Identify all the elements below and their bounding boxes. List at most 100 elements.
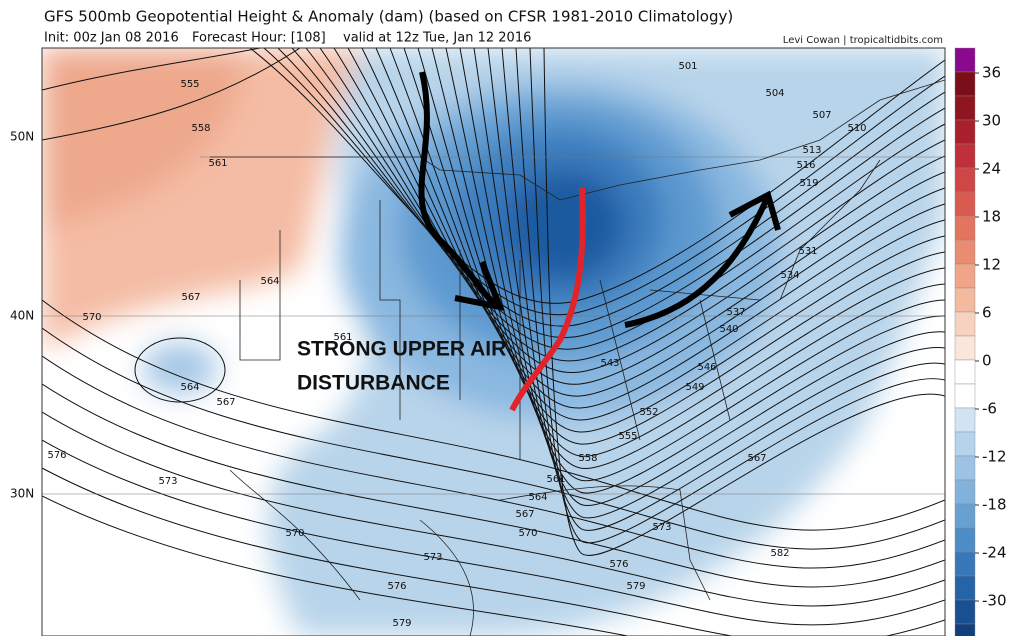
contour bbox=[375, 48, 945, 409]
contour bbox=[42, 411, 945, 607]
borders bbox=[42, 79, 945, 636]
contour bbox=[263, 48, 945, 315]
arrow-left bbox=[418, 71, 498, 308]
colorbar-block bbox=[954, 167, 976, 193]
trough-axis bbox=[509, 187, 586, 412]
colorbar-block bbox=[954, 527, 976, 553]
contour-label: 531 bbox=[798, 246, 817, 257]
contour bbox=[277, 48, 945, 327]
contour-label: 552 bbox=[639, 407, 658, 418]
latitude-label: 30N bbox=[10, 487, 34, 501]
colorbar-block bbox=[954, 431, 976, 457]
contour bbox=[42, 439, 945, 626]
contour-label: 567 bbox=[181, 292, 200, 303]
colorbar-block bbox=[954, 191, 976, 217]
contour bbox=[42, 299, 945, 531]
contour-label: 579 bbox=[392, 618, 411, 629]
colorbar-label: -6 bbox=[982, 400, 997, 418]
colorbar-block bbox=[954, 551, 976, 577]
contour-label: 564 bbox=[528, 492, 547, 503]
colorbar-label: 24 bbox=[982, 160, 1001, 178]
contour bbox=[501, 48, 945, 519]
contour-label: 504 bbox=[765, 88, 784, 99]
colorbar-block bbox=[954, 71, 976, 97]
contour-label: 570 bbox=[285, 528, 304, 539]
contour bbox=[543, 48, 945, 556]
contour bbox=[42, 48, 301, 141]
contour-label: 519 bbox=[799, 178, 818, 189]
colorbar-block bbox=[954, 143, 976, 169]
contour bbox=[305, 48, 945, 350]
colorbar-label: -24 bbox=[982, 544, 1007, 562]
contour bbox=[249, 48, 945, 304]
contour-label: 561 bbox=[546, 474, 565, 485]
contour bbox=[134, 337, 226, 403]
colorbar-block bbox=[954, 455, 976, 481]
contour-label: 564 bbox=[260, 276, 279, 287]
contour-label: 576 bbox=[387, 581, 406, 592]
colorbar-label: -18 bbox=[982, 496, 1007, 514]
contour-label: 537 bbox=[726, 307, 745, 318]
colorbar-label: 18 bbox=[982, 208, 1001, 226]
contour-label: 582 bbox=[770, 548, 789, 559]
height-contours bbox=[42, 48, 945, 636]
contour bbox=[403, 48, 945, 433]
valid-time: valid at 12z Tue, Jan 12 2016 bbox=[343, 31, 531, 46]
colorbar-block bbox=[954, 503, 976, 529]
colorbar-label: 12 bbox=[982, 256, 1001, 274]
contour bbox=[42, 355, 945, 569]
colorbar: 36 30 24 18 12 6 0 -6 -12 -18 -24 -30 bbox=[954, 47, 1007, 640]
contour-label: 564 bbox=[180, 382, 199, 393]
contour-label: 546 bbox=[697, 362, 716, 373]
contour bbox=[445, 48, 945, 469]
colorbar-block bbox=[954, 623, 976, 640]
annotation-line1: STRONG UPPER AIR bbox=[297, 338, 506, 361]
contour bbox=[42, 327, 945, 550]
contour bbox=[319, 48, 945, 362]
colorbar-label: 36 bbox=[982, 64, 1001, 82]
contour bbox=[42, 383, 945, 588]
title: GFS 500mb Geopotential Height & Anomaly … bbox=[44, 8, 733, 26]
contour bbox=[42, 467, 945, 636]
latitude-label: 40N bbox=[10, 309, 34, 323]
map-area: STRONG UPPER AIR DISTURBANCE bbox=[42, 48, 945, 636]
colorbar-block bbox=[954, 263, 976, 289]
contour bbox=[473, 48, 945, 494]
contour-label: 534 bbox=[780, 270, 799, 281]
contour-label: 513 bbox=[802, 145, 821, 156]
colorbar-block bbox=[954, 335, 976, 361]
colorbar-label: 30 bbox=[982, 112, 1001, 130]
contour-label: 573 bbox=[423, 552, 442, 563]
contour bbox=[361, 48, 945, 397]
colorbar-label: -30 bbox=[982, 592, 1007, 610]
contour bbox=[431, 48, 945, 457]
annotation-line2: DISTURBANCE bbox=[297, 372, 450, 395]
contour bbox=[459, 48, 945, 482]
colorbar-label: 0 bbox=[982, 352, 992, 370]
contour bbox=[529, 48, 945, 544]
contour-label: 561 bbox=[208, 158, 227, 169]
contour-label: 555 bbox=[180, 79, 199, 90]
colorbar-block bbox=[954, 47, 976, 73]
colorbar-block bbox=[954, 575, 976, 601]
contour-label: 540 bbox=[719, 324, 738, 335]
colorbar-block bbox=[954, 287, 976, 313]
colorbar-block bbox=[954, 599, 976, 625]
arrow-right-head bbox=[728, 190, 781, 231]
contour-label: 555 bbox=[618, 431, 637, 442]
contour-label: 567 bbox=[747, 453, 766, 464]
forecast-hour: Forecast Hour: [108] bbox=[192, 31, 326, 46]
colorbar-block bbox=[954, 359, 976, 385]
contour-label: 510 bbox=[847, 123, 866, 134]
contour-label: 567 bbox=[515, 509, 534, 520]
contour-label: 501 bbox=[678, 61, 697, 72]
contour-label: 516 bbox=[796, 160, 815, 171]
contour bbox=[515, 48, 945, 531]
contour-label: 570 bbox=[518, 528, 537, 539]
colorbar-block bbox=[954, 239, 976, 265]
contour-label: 561 bbox=[333, 332, 352, 343]
colorbar-block bbox=[954, 407, 976, 433]
arrow-left-head bbox=[454, 260, 505, 312]
contour bbox=[417, 48, 945, 445]
